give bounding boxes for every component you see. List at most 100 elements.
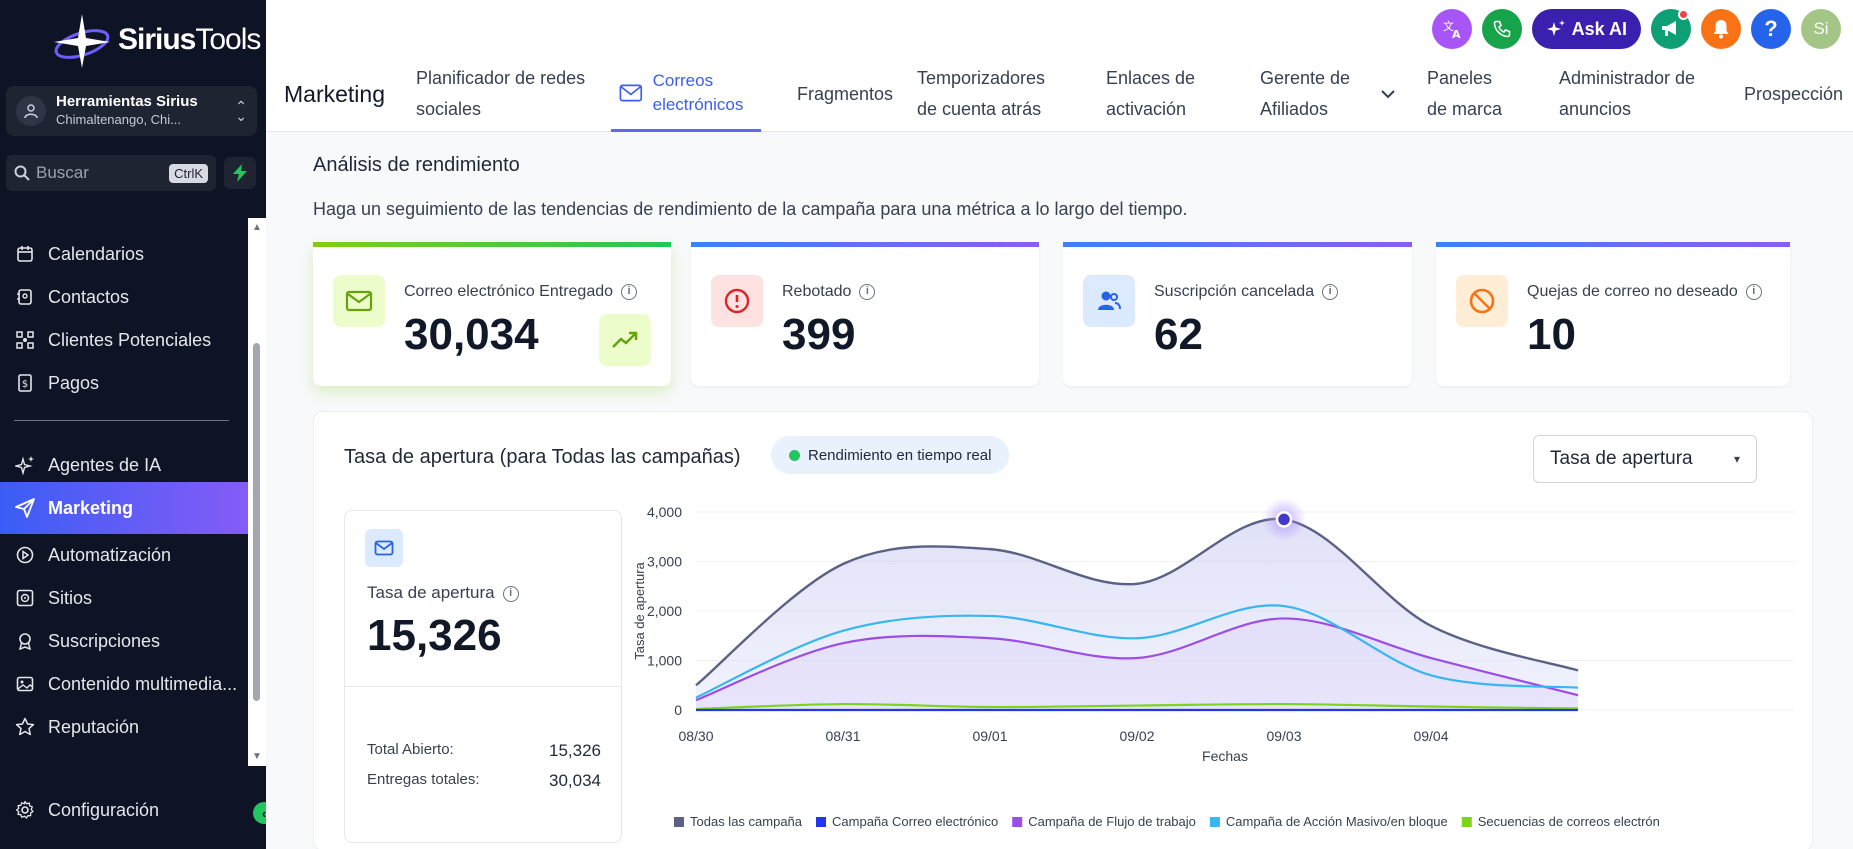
brand-name-light: Tools <box>195 23 261 56</box>
sidebar-item-configuracion[interactable]: Configuración <box>0 790 266 830</box>
legend-label: Secuencias de correos electrón <box>1478 814 1660 829</box>
stat-label: Suscripción cancelada <box>1154 283 1315 300</box>
highlight-point <box>1275 511 1293 528</box>
announcements-button[interactable] <box>1651 9 1691 49</box>
tab-paneles[interactable]: Paneles de marca <box>1427 68 1503 119</box>
scrollbar-thumb[interactable] <box>253 343 260 701</box>
mail-icon <box>619 84 643 101</box>
realtime-label: Rendimiento en tiempo real <box>808 446 992 464</box>
metric-select[interactable]: Tasa de apertura ▾ <box>1533 435 1757 483</box>
scroll-up-icon[interactable]: ▲ <box>252 222 262 233</box>
info-icon[interactable]: i <box>502 585 519 602</box>
sidebar-scrollbar[interactable]: ▲ ▼ <box>248 218 266 766</box>
sidebar-item-label: Automatización <box>48 544 172 565</box>
sidebar: SiriusTools Herramientas Sirius Chimalte… <box>0 0 275 849</box>
mail-icon <box>333 275 385 327</box>
alert-circle-icon <box>711 275 763 327</box>
search-input[interactable]: Buscar CtrlK <box>6 155 216 191</box>
legend-label: Campaña de Flujo de trabajo <box>1028 814 1196 829</box>
sidebar-item-reputacion[interactable]: Reputación <box>0 707 266 747</box>
stat-card-spam[interactable]: Quejas de correo no deseado i 10 <box>1436 242 1790 386</box>
sparkle-icon <box>14 454 36 476</box>
help-button[interactable]: ? <box>1751 9 1791 49</box>
stat-card-unsubscribed[interactable]: Suscripción cancelada i 62 <box>1063 242 1412 386</box>
realtime-badge: Rendimiento en tiempo real <box>771 436 1010 474</box>
sidebar-item-label: Configuración <box>48 799 160 820</box>
scroll-down-icon[interactable]: ▼ <box>252 751 262 762</box>
series-line <box>695 517 1579 687</box>
brand-logo[interactable]: SiriusTools <box>52 12 261 68</box>
sidebar-item-suscripciones[interactable]: Suscripciones <box>0 621 266 661</box>
info-icon[interactable]: i <box>621 283 638 300</box>
y-tick-label: 1,000 <box>647 653 682 669</box>
sidebar-item-label: Marketing <box>48 497 134 518</box>
chevron-left-icon: ‹ <box>261 805 267 821</box>
sidebar-item-label: Suscripciones <box>48 630 161 651</box>
deliveries-value: 30,034 <box>549 771 601 790</box>
stat-value: 30,034 <box>404 310 539 359</box>
chevron-updown-icon: ⌃ ⌄ <box>235 98 247 124</box>
tab-correos-label: Correos electrónicos <box>652 70 744 114</box>
y-axis-label: Tasa de apertura <box>634 561 647 659</box>
info-icon[interactable]: i <box>1745 283 1762 300</box>
ask-ai-button[interactable]: Ask AI <box>1531 9 1641 49</box>
tab-planificador[interactable]: Planificador de redes sociales <box>416 68 586 119</box>
sidebar-item-calendarios[interactable]: Calendarios <box>0 234 266 274</box>
sidebar-item-pagos[interactable]: $ Pagos <box>0 363 266 403</box>
svg-text:文: 文 <box>1443 19 1454 33</box>
translate-icon: 文A <box>1443 19 1461 40</box>
sidebar-item-contenido-multimedia[interactable]: Contenido multimedia... <box>0 664 266 704</box>
y-tick-label: 0 <box>674 702 682 718</box>
tab-fragmentos[interactable]: Fragmentos <box>797 83 894 104</box>
send-icon <box>14 497 36 519</box>
sidebar-divider <box>14 420 229 421</box>
x-tick-label: 09/03 <box>1266 728 1301 744</box>
stat-label: Correo electrónico Entregado <box>404 283 614 300</box>
notifications-button[interactable] <box>1701 9 1741 49</box>
search-placeholder: Buscar <box>36 163 89 182</box>
tabs-more-chevron[interactable] <box>1380 56 1396 132</box>
deliveries-row: Entregas totales: 30,034 <box>367 771 601 791</box>
sidebar-item-automatizacion[interactable]: Automatización <box>0 535 266 575</box>
legend-swatch <box>816 817 827 827</box>
analysis-title: Análisis de rendimiento <box>313 154 520 176</box>
x-axis-label: Fechas <box>1202 748 1248 764</box>
legend-swatch <box>674 817 684 827</box>
tab-gerente[interactable]: Gerente de Afiliados <box>1260 68 1351 119</box>
phone-button[interactable] <box>1481 9 1522 49</box>
tab-enlaces[interactable]: Enlaces de activación <box>1106 68 1196 119</box>
info-icon[interactable]: i <box>859 283 876 300</box>
avatar[interactable]: Si <box>1801 9 1841 49</box>
leads-icon <box>14 329 36 351</box>
payments-icon: $ <box>14 372 36 394</box>
search-shortcut: CtrlK <box>169 163 208 183</box>
summary-label: Tasa de apertura <box>367 583 495 602</box>
stat-value: 10 <box>1527 310 1576 359</box>
open-rate-chart: 0 1,000 2,000 3,000 4,000 Tasa de apertura 08/… <box>634 497 1794 829</box>
sidebar-item-sitios[interactable]: Sitios <box>0 578 266 618</box>
sidebar-item-marketing[interactable]: Marketing <box>0 482 266 534</box>
star-icon <box>14 716 36 738</box>
tab-administrador[interactable]: Administrador de anuncios <box>1559 68 1696 119</box>
sidebar-item-label: Pagos <box>48 372 100 393</box>
tab-temporizadores[interactable]: Temporizadores de cuenta atrás <box>917 68 1046 119</box>
sidebar-item-clientes-potenciales[interactable]: Clientes Potenciales <box>0 320 266 360</box>
info-icon[interactable]: i <box>1322 283 1339 300</box>
quick-action-button[interactable] <box>224 157 256 189</box>
x-tick-label: 09/01 <box>972 728 1007 744</box>
stat-card-delivered[interactable]: Correo electrónico Entregado i 30,034 <box>313 242 671 386</box>
gear-icon <box>14 799 36 821</box>
chevron-down-icon <box>1381 90 1395 99</box>
legend-label: Campaña Correo electrónico <box>832 814 998 829</box>
sidebar-item-agentes-ia[interactable]: Agentes de IA <box>0 445 266 485</box>
account-switcher[interactable]: Herramientas Sirius Chimaltenango, Chi..… <box>6 86 257 136</box>
metric-select-value: Tasa de apertura <box>1550 448 1693 469</box>
stat-card-bounced[interactable]: Rebotado i 399 <box>691 242 1039 386</box>
sidebar-item-contactos[interactable]: Contactos <box>0 277 266 317</box>
tab-prospeccion[interactable]: Prospección <box>1744 83 1844 104</box>
legend-swatch <box>1012 817 1023 827</box>
tab-correos[interactable]: Correos electrónicos <box>611 56 761 132</box>
open-rate-title: Tasa de apertura (para Todas las campaña… <box>344 446 741 468</box>
